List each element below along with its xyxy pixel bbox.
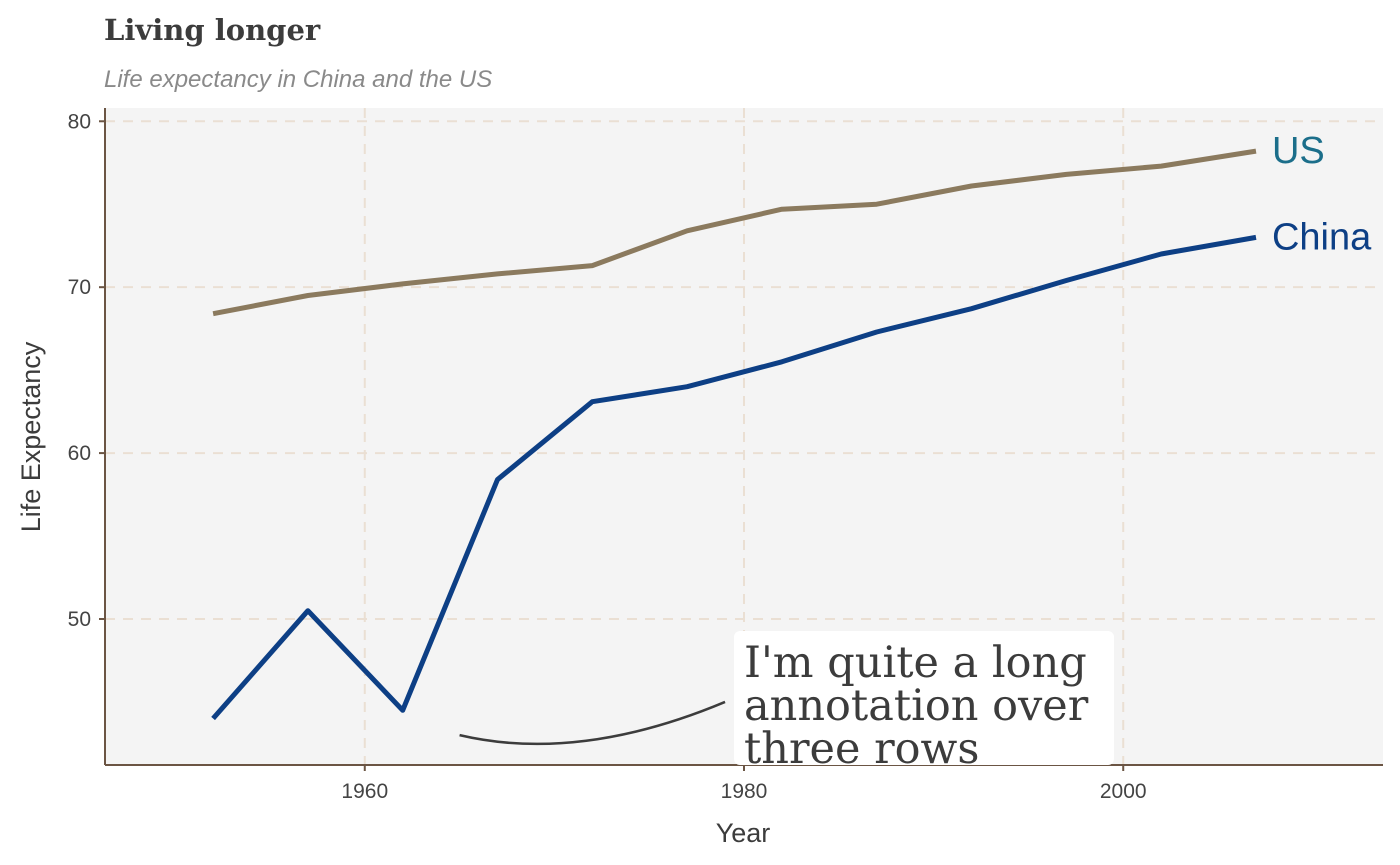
annotation-line-1: I'm quite a long bbox=[744, 638, 1087, 688]
x-axis-title: Year bbox=[716, 818, 771, 848]
y-axis-title: Life Expectancy bbox=[16, 341, 46, 532]
annotation-line-2: annotation over bbox=[744, 681, 1089, 731]
annotation-line-3: three rows bbox=[744, 724, 979, 774]
x-tick-label: 1960 bbox=[341, 780, 388, 803]
series-label-us: US bbox=[1272, 130, 1325, 172]
annotation-arrow bbox=[459, 700, 726, 746]
x-axis-ticks: 1960 1980 2000 bbox=[341, 765, 1147, 803]
y-tick-label: 50 bbox=[68, 608, 91, 631]
y-axis-ticks: 50 60 70 80 bbox=[68, 110, 105, 631]
y-tick-label: 80 bbox=[68, 110, 91, 133]
series-lines: US China bbox=[211, 130, 1372, 721]
annotation: I'm quite a long annotation over three r… bbox=[459, 631, 1114, 774]
series-line-us bbox=[212, 148, 1257, 317]
chart-title: Living longer bbox=[104, 13, 321, 47]
y-tick-label: 70 bbox=[68, 276, 91, 299]
chart-subtitle: Life expectancy in China and the US bbox=[104, 66, 492, 93]
x-tick-label: 1980 bbox=[721, 780, 768, 803]
annotation-box bbox=[734, 631, 1114, 765]
y-tick-label: 60 bbox=[68, 442, 91, 465]
grid-lines bbox=[105, 108, 1383, 765]
x-tick-label: 2000 bbox=[1100, 780, 1147, 803]
series-line-china bbox=[211, 234, 1257, 721]
series-label-china: China bbox=[1272, 216, 1372, 258]
